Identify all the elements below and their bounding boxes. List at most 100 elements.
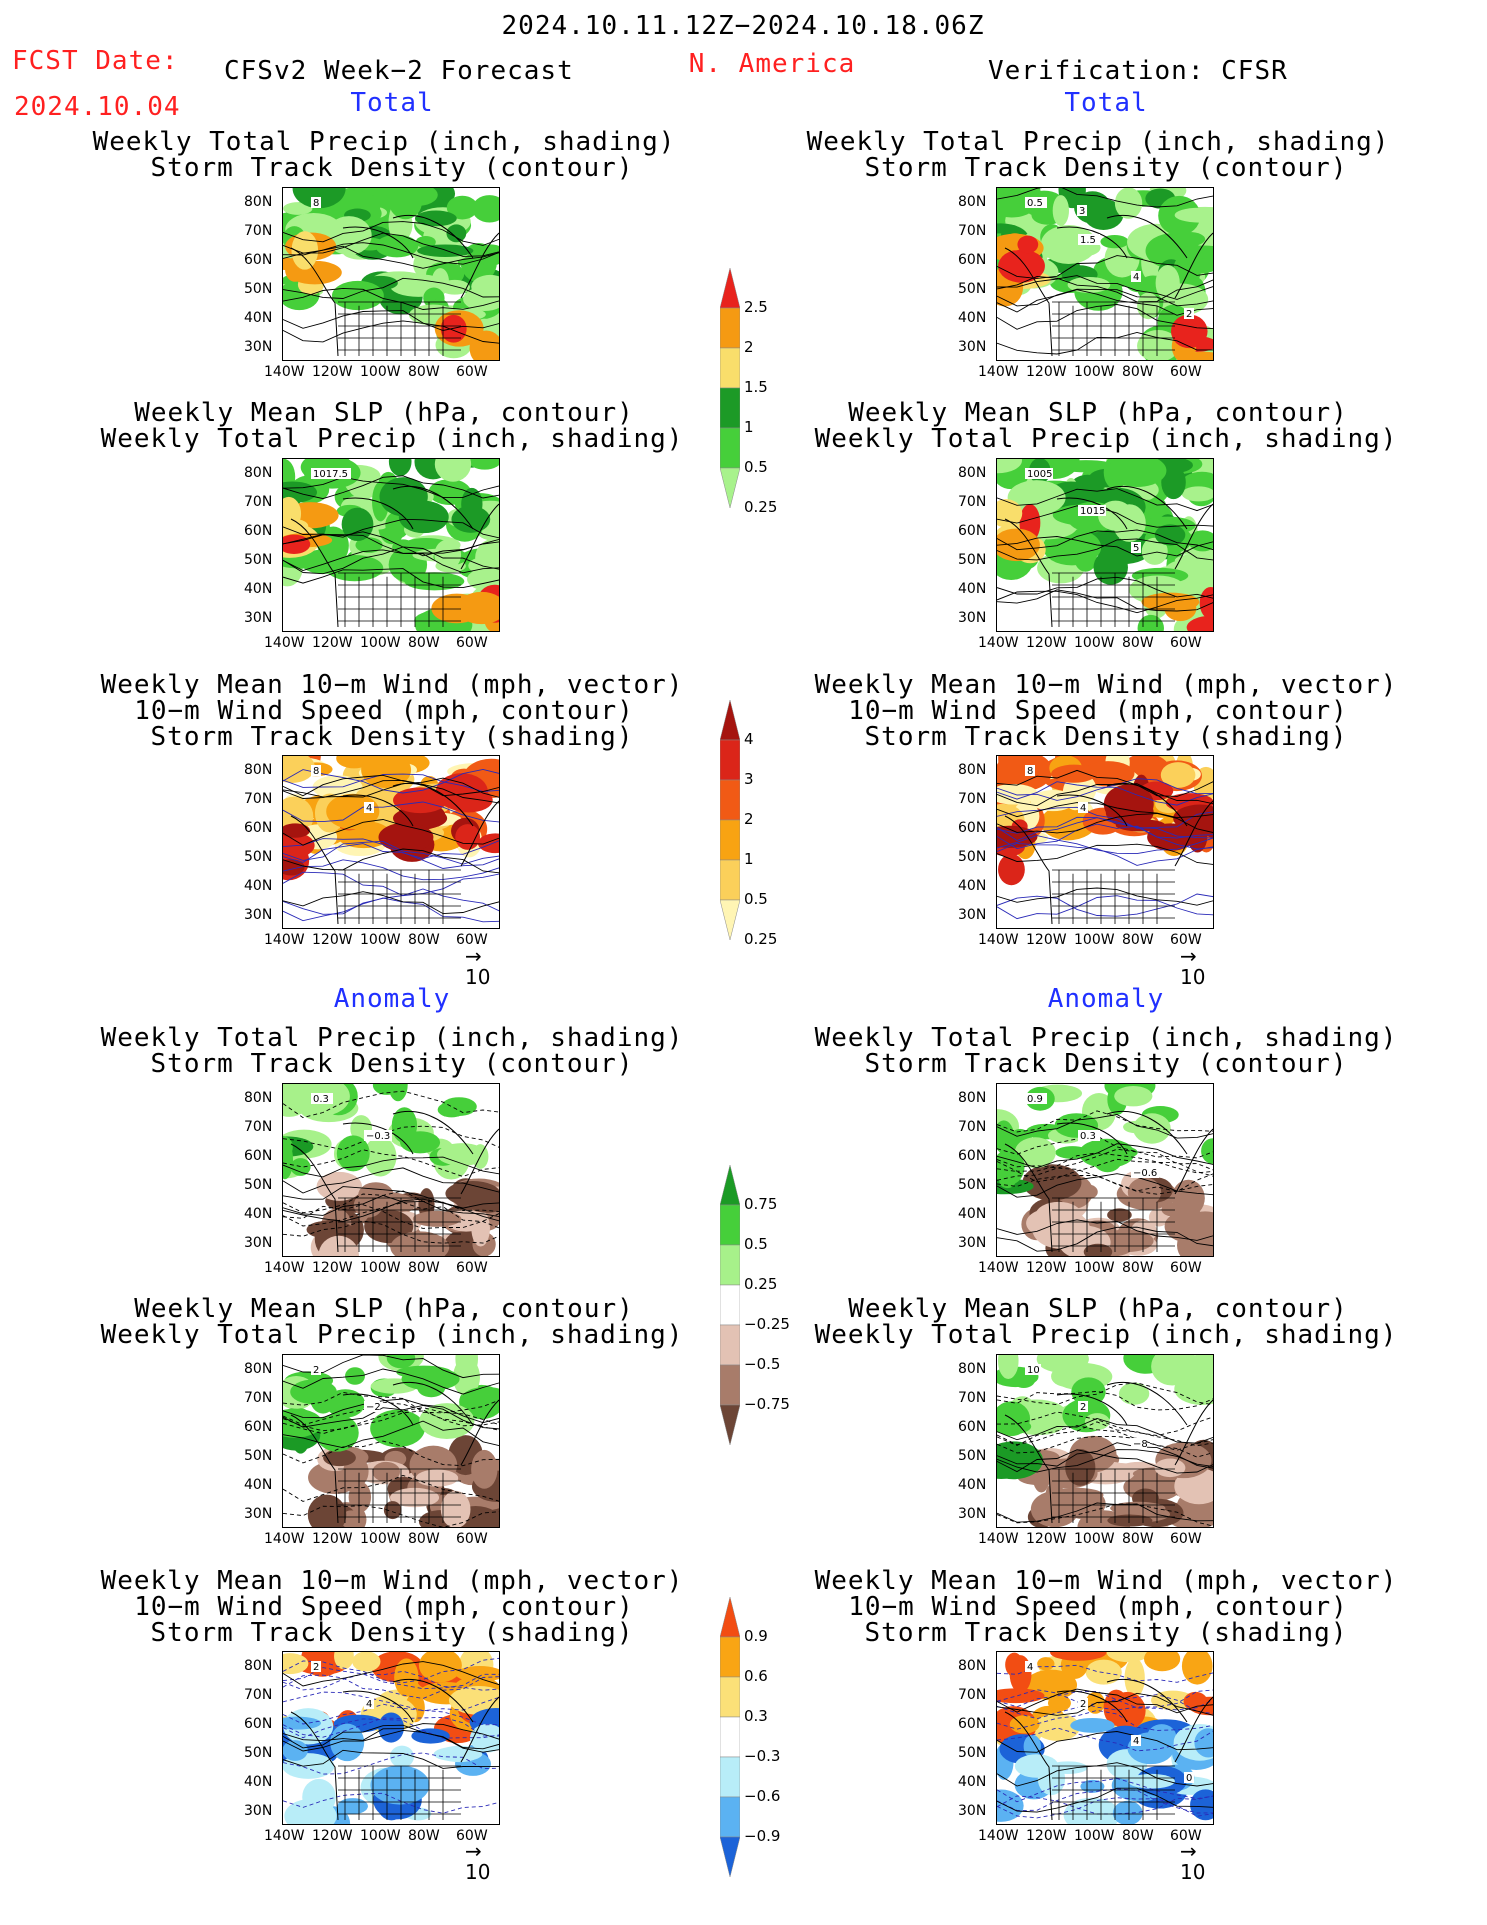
colorbar-svg	[719, 699, 741, 941]
shading-blob	[997, 1355, 1019, 1379]
shading-blob	[323, 1449, 356, 1467]
contour-line	[283, 838, 499, 859]
colorbar-tick-label: 1.5	[744, 378, 768, 396]
map-panel-fc-total-precip: 8	[282, 187, 500, 361]
lon-tick-label: 140W	[264, 364, 305, 380]
shading-blob	[1154, 524, 1186, 546]
contour-line	[283, 774, 499, 797]
colorbar-segment	[719, 1364, 741, 1406]
colorbar-tick-label: 2.5	[744, 298, 768, 316]
total-heading-right: Total	[1064, 88, 1148, 118]
lon-tick-label: 80W	[1122, 364, 1154, 380]
lon-tick-label: 80W	[408, 364, 440, 380]
contour-label: −2	[366, 1402, 381, 1413]
shading-blob	[283, 202, 313, 215]
contour-line	[997, 1709, 1213, 1731]
colorbar-tick-label: 2	[744, 810, 754, 828]
shading-blob	[1022, 1164, 1082, 1201]
shading-blob	[283, 1653, 309, 1675]
vector-ref-value: 10	[1180, 965, 1206, 989]
contour-line	[997, 1762, 1213, 1787]
shading-blob	[461, 1386, 499, 1410]
contour-line	[997, 813, 1213, 834]
contour-line	[283, 475, 499, 500]
shading-blob	[1055, 1146, 1090, 1159]
shading-blob	[1106, 1652, 1151, 1663]
shading-blob	[1184, 1211, 1213, 1235]
shading-blob	[1063, 1797, 1121, 1824]
colorbar-segment	[719, 1836, 741, 1878]
lon-tick-label: 100W	[360, 932, 401, 948]
lat-tick-label: 70N	[244, 494, 273, 510]
shading-blob	[1186, 615, 1213, 631]
colorbar-segment	[719, 899, 741, 941]
lon-tick-label: 100W	[360, 635, 401, 651]
colorbar-storm-anom	[719, 1596, 741, 1901]
lon-tick-label: 60W	[1170, 932, 1202, 948]
shading-blob	[396, 1365, 452, 1379]
contour-line	[997, 816, 1213, 839]
map-canvas: 2 −2	[283, 1355, 499, 1527]
contour-line	[997, 1148, 1213, 1171]
shading-blob	[1007, 480, 1066, 516]
contour-line	[283, 1718, 499, 1739]
fcst-date-value: 2024.10.04	[14, 92, 181, 122]
state-borders	[1052, 1468, 1175, 1523]
contour-label-bg	[1025, 1661, 1035, 1672]
lon-tick-label: 60W	[456, 364, 488, 380]
shading-blob	[283, 823, 311, 838]
lon-tick-label: 140W	[264, 1531, 305, 1547]
contour-line	[997, 1688, 1213, 1714]
contour-line	[997, 536, 1213, 557]
contour-line	[997, 188, 1213, 208]
lat-tick-label: 50N	[244, 281, 273, 297]
lon-tick-label: 120W	[1026, 1828, 1067, 1844]
lon-tick-label: 80W	[408, 1260, 440, 1276]
lon-tick-label: 100W	[1074, 1828, 1115, 1844]
title-line: Weekly Total Precip (inch, shading)	[806, 127, 1390, 157]
coastline	[1056, 1381, 1188, 1426]
contour-line	[283, 1752, 499, 1775]
state-borders	[338, 1197, 461, 1252]
lat-tick-label: 40N	[244, 1206, 273, 1222]
title-line: Storm Track Density (contour)	[864, 153, 1348, 183]
map-canvas: 24	[283, 1652, 499, 1824]
lon-tick-label: 140W	[264, 1828, 305, 1844]
state-borders	[1052, 572, 1175, 627]
lat-tick-label: 80N	[958, 1090, 987, 1106]
title-line: Storm Track Density (contour)	[864, 1049, 1348, 1079]
shading-blob	[1171, 1179, 1205, 1217]
shading-blob	[446, 195, 478, 220]
contour-label: 0.9	[1027, 1094, 1043, 1105]
coastline	[1056, 214, 1188, 259]
vector-arrow-icon: →	[1180, 1839, 1197, 1863]
lat-tick-label: 80N	[958, 762, 987, 778]
lon-tick-label: 60W	[1170, 635, 1202, 651]
shading-blob	[1074, 546, 1097, 572]
colorbar-segment	[719, 267, 741, 309]
contour-line	[283, 888, 499, 915]
lat-tick-label: 40N	[958, 581, 987, 597]
contour-label-bg	[1025, 468, 1053, 479]
map-canvas: 10 2 −8	[997, 1355, 1213, 1527]
anomaly-heading-left: Anomaly	[333, 984, 451, 1014]
colorbar-segment	[719, 1716, 741, 1758]
region-title: N. America	[688, 49, 856, 79]
contour-label: 4	[1027, 1662, 1033, 1673]
shading-blob	[363, 1136, 397, 1177]
contour-line	[283, 310, 499, 331]
coastline	[1004, 1696, 1213, 1821]
shading-blob	[1161, 465, 1186, 500]
contour-line	[283, 1204, 499, 1229]
shading-blob	[337, 1798, 368, 1815]
lon-tick-label: 100W	[1074, 1531, 1115, 1547]
colorbar-tick-label: 3	[744, 770, 754, 788]
contour-line	[997, 1425, 1213, 1451]
shading-blob	[445, 1181, 499, 1206]
lat-tick-label: 40N	[244, 581, 273, 597]
contour-line	[283, 277, 499, 299]
contour-label-bg	[1131, 1735, 1141, 1746]
shading-blob	[1181, 486, 1213, 502]
colorbar-tick-label: 0.75	[744, 1195, 778, 1213]
contour-line	[997, 1502, 1213, 1523]
